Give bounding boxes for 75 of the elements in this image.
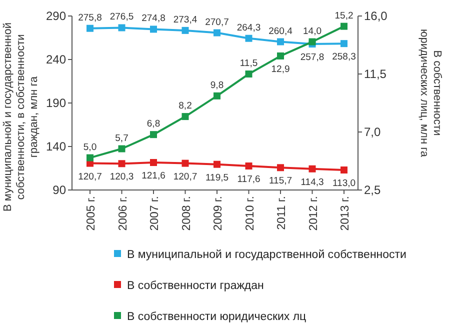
y-tick-label: 90 xyxy=(52,183,66,197)
data-label: 12,9 xyxy=(271,64,290,75)
point xyxy=(214,29,220,36)
data-label: 270,7 xyxy=(205,16,229,28)
legend-label: В муниципальной и государственной собственности xyxy=(127,249,406,261)
point xyxy=(245,162,252,170)
point xyxy=(150,26,157,33)
point xyxy=(245,34,252,42)
x-tick-label: 2006 г. xyxy=(117,196,130,231)
data-label: 5,0 xyxy=(83,142,97,153)
data-label: 117,6 xyxy=(237,174,260,185)
data-label: 120,7 xyxy=(173,171,198,182)
y2-tick-label: 16,0 xyxy=(364,9,388,23)
point xyxy=(118,24,126,32)
data-label: 264,3 xyxy=(236,22,261,34)
x-tick-label: 2012 г. xyxy=(308,196,320,231)
y2-tick-label: 7,0 xyxy=(364,125,382,139)
point xyxy=(277,52,284,60)
y-tick-label: 140 xyxy=(46,140,66,154)
point xyxy=(277,38,284,46)
point xyxy=(118,160,126,168)
point xyxy=(182,113,189,120)
data-label: 257,8 xyxy=(300,52,324,64)
data-label: 120,7 xyxy=(78,171,102,182)
point xyxy=(214,92,220,100)
x-tick-label: 2013 г. xyxy=(340,196,352,231)
x-tick-label: 2009 г. xyxy=(212,196,224,231)
point xyxy=(150,159,157,166)
point xyxy=(340,22,348,30)
data-label: 258,3 xyxy=(332,52,356,63)
x-tick-label: 2010 г. xyxy=(244,196,256,231)
data-label: 276,5 xyxy=(110,12,134,23)
data-label: 5,7 xyxy=(115,132,128,144)
x-tick-label: 2005 г. xyxy=(86,196,98,231)
y-axis-title: В муниципальной и государственной собственности, в собственности граждан, млн га xyxy=(2,22,40,212)
data-label: 275,8 xyxy=(78,12,102,24)
data-label: 274,8 xyxy=(142,13,166,24)
data-label: 15,2 xyxy=(334,10,354,22)
data-label: 14,0 xyxy=(303,26,322,37)
point xyxy=(150,131,157,138)
point xyxy=(308,165,316,172)
y2-tick-label: 11,5 xyxy=(364,67,387,81)
point xyxy=(182,160,189,167)
point xyxy=(277,164,284,172)
point xyxy=(214,160,220,168)
point xyxy=(340,40,348,48)
point xyxy=(245,70,252,78)
legend-label: В собственности граждан xyxy=(127,280,264,292)
data-label: 6,8 xyxy=(146,118,160,130)
legend-label: В собственности юридических лц xyxy=(127,311,307,323)
point xyxy=(118,145,126,152)
y-tick-label: 190 xyxy=(46,96,66,110)
data-label: 114,3 xyxy=(300,176,324,188)
data-label: 119,5 xyxy=(205,172,229,184)
data-label: 113,0 xyxy=(332,178,356,189)
x-tick-label: 2007 г. xyxy=(149,196,161,231)
y2-axis-title: В собственности юридических лиц, млн га xyxy=(418,29,443,158)
y-tick-label: 290 xyxy=(46,9,66,23)
point xyxy=(182,26,189,34)
data-label: 9,8 xyxy=(210,80,224,91)
point xyxy=(86,24,94,32)
point xyxy=(86,154,94,162)
x-tick-label: 2011 г. xyxy=(276,196,288,230)
y-tick-label: 240 xyxy=(46,52,66,66)
data-label: 8,2 xyxy=(178,100,192,112)
data-label: 260,4 xyxy=(268,26,292,37)
point xyxy=(308,38,316,46)
data-label: 11,5 xyxy=(240,58,258,69)
point xyxy=(340,166,348,174)
data-label: 120,3 xyxy=(110,172,134,183)
y2-tick-label: 2,5 xyxy=(364,183,382,197)
data-label: 121,6 xyxy=(142,170,166,182)
data-label: 115,7 xyxy=(268,176,292,187)
x-tick-label: 2008 г. xyxy=(180,196,193,231)
data-label: 273,4 xyxy=(173,14,198,26)
